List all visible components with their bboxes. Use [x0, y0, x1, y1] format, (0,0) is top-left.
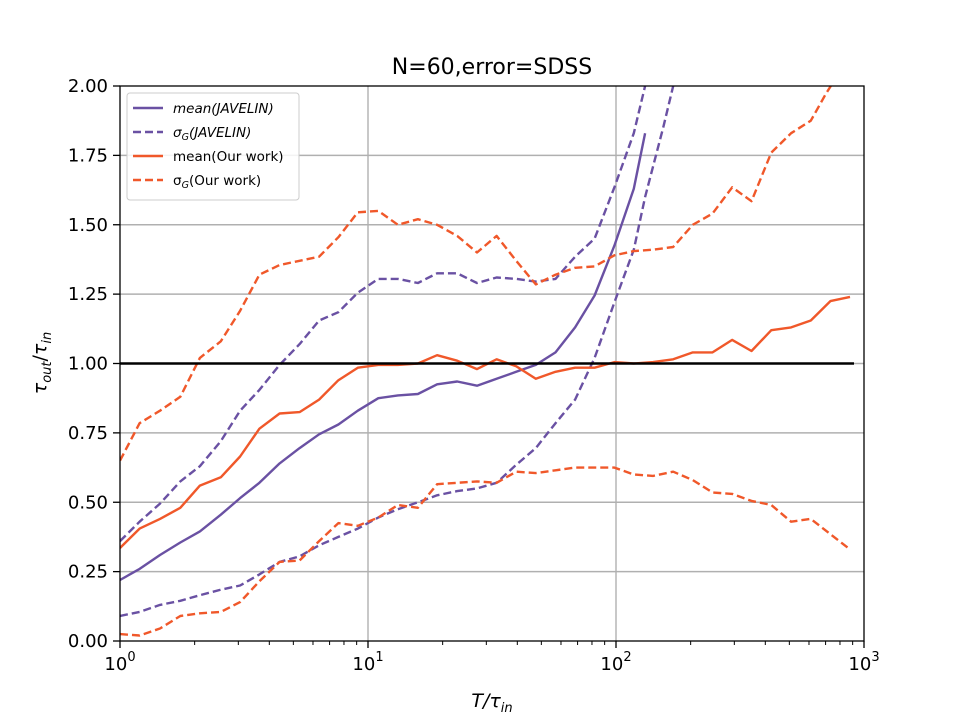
y-tick-label: 0.25 [68, 562, 108, 583]
series-line--g-javelin-upper [120, 86, 647, 542]
y-axis-label-slash: / [29, 354, 51, 361]
series-line--g-javelin-lower [120, 86, 675, 618]
y-tick-label: 1.00 [68, 354, 108, 375]
series-line-mean-javelin- [120, 132, 647, 582]
y-axis-label-den: τ [29, 343, 51, 355]
y-tick-label: 0.00 [68, 631, 108, 652]
plot-series [120, 86, 854, 637]
series-line--g-our-work-lower [120, 466, 851, 637]
axis-ticks: 100 101 102 103 0.00 0.25 0.50 0.75 1.00 1.25 1.50… [68, 76, 880, 675]
y-tick-label: 1.75 [68, 145, 108, 166]
y-tick-label: 1.50 [68, 215, 108, 236]
x-tick-label: 101 [352, 650, 383, 675]
y-tick-label: 2.00 [68, 76, 108, 97]
x-tick-label: 100 [104, 650, 135, 675]
legend-entry: mean(Our work) [173, 149, 284, 165]
x-axis-label-base: T/τ [471, 690, 501, 712]
x-axis-label: T/τin [471, 690, 512, 716]
x-axis-label-sub: in [501, 701, 513, 716]
y-axis-label-num: τ [29, 382, 51, 394]
y-tick-label: 0.50 [68, 492, 108, 513]
legend-box [126, 92, 300, 201]
y-axis-label-den-sub: in [40, 332, 55, 344]
chart-title: N=60,error=SDSS [392, 55, 592, 80]
y-axis-label-num-sub: out [40, 361, 55, 383]
legend-entry: σG(Our work) [173, 173, 261, 191]
y-tick-label: 1.25 [68, 284, 108, 305]
legend-entry: mean(JAVELIN) [173, 101, 274, 117]
legend: mean(JAVELIN) σG(JAVELIN) mean(Our work) σG… [126, 92, 300, 201]
y-tick-label: 0.75 [68, 423, 108, 444]
x-tick-label: 103 [848, 650, 879, 675]
legend-entry: σG(JAVELIN) [173, 125, 251, 143]
y-axis-label: τout/τin [29, 332, 55, 394]
x-tick-label: 102 [600, 650, 631, 675]
series-line--g-our-work-upper [120, 86, 832, 462]
